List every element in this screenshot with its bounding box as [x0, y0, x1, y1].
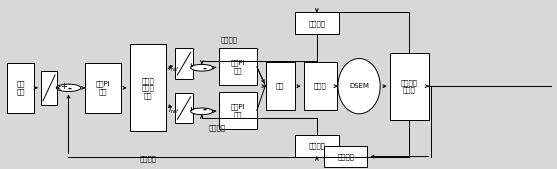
Bar: [85, 63, 121, 113]
Bar: [266, 62, 295, 111]
Text: $I_{ref}$: $I_{ref}$: [168, 105, 180, 116]
Text: 电流PI
调节: 电流PI 调节: [231, 60, 245, 74]
Text: $I_{ref}$: $I_{ref}$: [168, 64, 180, 74]
Ellipse shape: [338, 58, 380, 114]
Text: 驱动: 驱动: [276, 83, 285, 89]
Circle shape: [190, 108, 213, 115]
Text: 变换器: 变换器: [314, 83, 326, 89]
Text: +: +: [61, 82, 67, 91]
Text: 转子位置
传感器: 转子位置 传感器: [400, 79, 418, 93]
Text: 速度计算: 速度计算: [337, 153, 354, 160]
Bar: [390, 53, 428, 120]
Text: 电流检测: 电流检测: [309, 142, 325, 149]
Text: 电流反馈: 电流反馈: [221, 36, 238, 43]
Bar: [41, 71, 57, 105]
Text: -: -: [203, 105, 207, 115]
Text: -: -: [67, 84, 72, 94]
Text: 电流检测: 电流检测: [309, 20, 325, 27]
Bar: [175, 93, 193, 123]
Text: 速度
给定: 速度 给定: [17, 81, 25, 95]
Text: -: -: [203, 64, 207, 74]
Bar: [304, 62, 337, 111]
Bar: [219, 49, 257, 85]
Text: 电流幅
值计算
模块: 电流幅 值计算 模块: [141, 77, 154, 99]
Bar: [175, 49, 193, 79]
Bar: [295, 13, 339, 34]
Bar: [324, 146, 368, 167]
Text: 速度PI
调节: 速度PI 调节: [96, 81, 110, 95]
Text: 电流反馈: 电流反馈: [209, 124, 226, 130]
Text: 速度反馈: 速度反馈: [139, 156, 157, 162]
Text: DSEM: DSEM: [349, 83, 369, 89]
Circle shape: [56, 84, 81, 92]
Bar: [219, 92, 257, 129]
Bar: [295, 135, 339, 156]
Bar: [130, 44, 166, 131]
Bar: [7, 63, 34, 113]
Circle shape: [190, 64, 213, 71]
Text: 电流PI
调节: 电流PI 调节: [231, 103, 245, 118]
